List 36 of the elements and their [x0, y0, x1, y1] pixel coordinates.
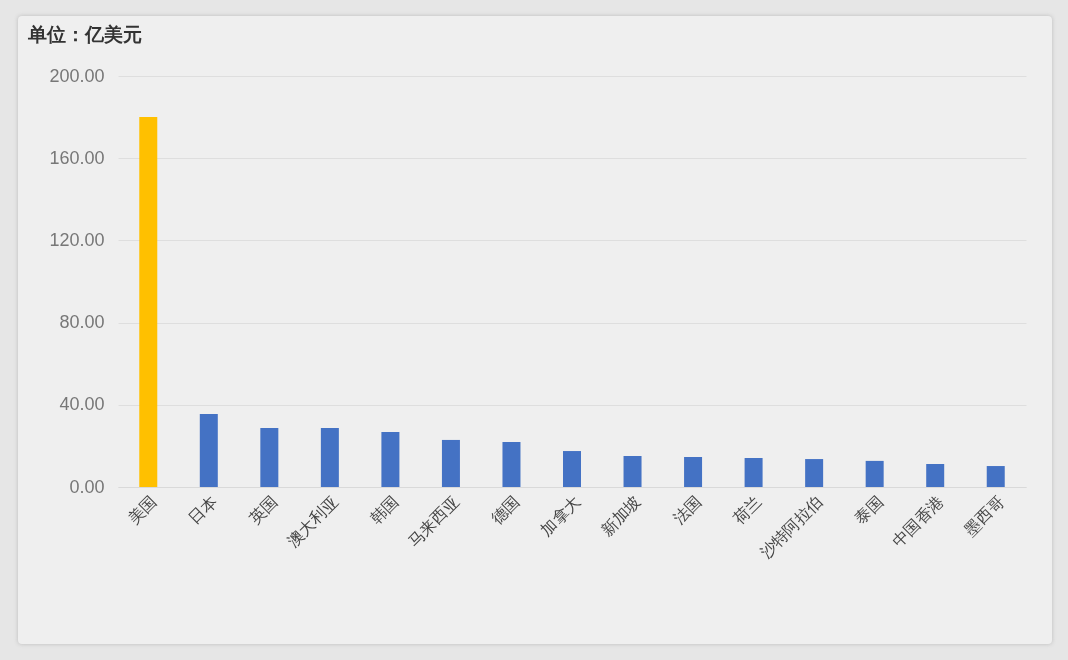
y-tick-label: 200.00: [49, 65, 105, 86]
bar: [805, 459, 824, 487]
y-tick-label: 40.00: [59, 394, 105, 415]
bar: [563, 451, 581, 487]
x-tick-label: 法国: [669, 492, 706, 529]
bar: [441, 439, 460, 487]
bar: [623, 455, 642, 487]
x-tick-label: 中国香港: [888, 492, 948, 551]
y-tick-label: 80.00: [59, 312, 105, 333]
x-tick-label: 澳大利亚: [283, 492, 342, 551]
bar: [139, 117, 158, 487]
bar: [320, 428, 339, 487]
bar: [986, 466, 1005, 487]
x-tick-label: 荷兰: [729, 492, 766, 529]
x-tick-label: 加拿大: [536, 492, 585, 540]
x-tick-label: 日本: [184, 492, 221, 529]
x-tick-label: 泰国: [850, 492, 887, 529]
x-tick-label: 马来西亚: [404, 492, 463, 551]
chart-title: 单位：亿美元: [27, 23, 142, 45]
y-tick-label: 120.00: [49, 229, 105, 250]
x-tick-label: 新加坡: [597, 492, 645, 540]
bar: [744, 458, 763, 487]
bar: [381, 431, 400, 487]
x-tick-label: 德国: [487, 492, 524, 529]
y-tick-label: 160.00: [49, 147, 105, 168]
bar: [926, 463, 945, 487]
bar: [260, 428, 279, 487]
bar: [199, 414, 218, 487]
bar: [684, 457, 703, 487]
y-tick-label: 0.00: [69, 476, 105, 497]
bar: [865, 460, 884, 487]
x-tick-label: 美国: [124, 492, 161, 529]
bar: [502, 442, 521, 487]
x-tick-label: 墨西哥: [960, 492, 1008, 540]
x-tick-label: 英国: [245, 492, 282, 529]
x-tick-label: 韩国: [366, 492, 403, 529]
